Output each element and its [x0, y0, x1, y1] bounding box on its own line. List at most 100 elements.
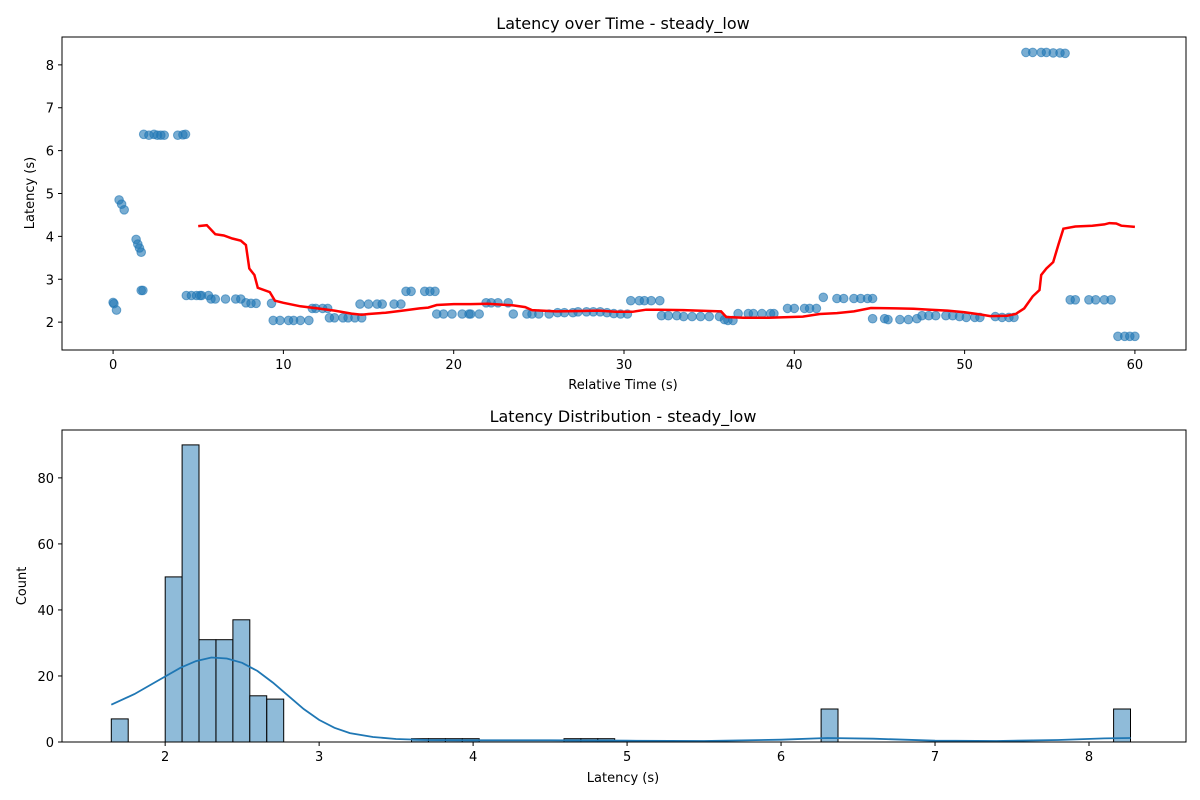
scatter-point [210, 294, 221, 304]
scatter-point [704, 311, 715, 322]
histogram-bar [1113, 708, 1131, 743]
x-tick-label: 2 [161, 750, 169, 765]
scatter-x-ticks: 0 10 20 30 40 50 60 [109, 350, 1143, 373]
scatter-point [903, 314, 914, 325]
scatter-point [1106, 295, 1116, 305]
y-tick-label: 6 [46, 145, 54, 160]
histogram-y-label: Count [15, 567, 30, 606]
scatter-x-label: Relative Time (s) [568, 378, 677, 393]
histogram-subplot: Latency Distribution - steady_low 2 3 4 5 6 7… [15, 407, 1187, 786]
y-tick-label: 40 [37, 604, 54, 619]
scatter-point [396, 299, 406, 309]
histogram-bar [181, 444, 200, 743]
scatter-point [377, 299, 388, 309]
histogram-bar [198, 639, 217, 743]
x-tick-label: 6 [777, 750, 785, 765]
y-tick-label: 8 [46, 59, 54, 74]
scatter-point [818, 292, 829, 303]
scatter-point [251, 298, 261, 309]
scatter-point [961, 312, 972, 323]
y-tick-label: 2 [46, 316, 54, 331]
x-tick-label: 40 [786, 358, 803, 373]
scatter-point [447, 309, 457, 319]
scatter-point [838, 293, 849, 304]
y-tick-label: 7 [46, 102, 54, 117]
histogram-bar [215, 639, 234, 743]
scatter-point [266, 298, 277, 309]
rolling-mean-line [198, 221, 1136, 320]
x-tick-label: 20 [445, 358, 462, 373]
histogram-x-label: Latency (s) [587, 771, 659, 786]
scatter-point [867, 313, 878, 324]
histogram-bar [110, 718, 129, 743]
x-tick-label: 10 [275, 358, 292, 373]
scatter-point [406, 286, 416, 297]
scatter-point [355, 299, 365, 309]
scatter-y-label: Latency (s) [23, 157, 38, 229]
x-tick-label: 30 [616, 358, 633, 373]
x-tick-label: 3 [315, 750, 323, 765]
scatter-point [465, 309, 476, 319]
histogram-x-ticks: 2 3 4 5 6 7 8 [161, 742, 1093, 765]
scatter-point [363, 299, 374, 309]
scatter-point [789, 303, 800, 314]
scatter-point [883, 314, 893, 325]
scatter-point [646, 295, 657, 306]
x-tick-label: 0 [109, 358, 117, 373]
y-tick-label: 5 [46, 188, 54, 203]
scatter-point [1060, 48, 1070, 59]
x-tick-label: 5 [623, 750, 631, 765]
y-tick-label: 3 [46, 273, 54, 288]
scatter-points [108, 47, 1140, 342]
x-tick-label: 4 [469, 750, 477, 765]
scatter-point [626, 295, 636, 306]
scatter-point [329, 313, 340, 323]
scatter-point [895, 314, 905, 325]
scatter-point [474, 309, 485, 319]
scatter-y-ticks: 2 3 4 5 6 7 8 [46, 59, 62, 331]
scatter-point [295, 315, 306, 326]
scatter-point [1027, 47, 1038, 58]
histogram-bar [232, 619, 251, 743]
scatter-point [159, 130, 169, 140]
scatter-point [559, 307, 570, 318]
scatter-point [119, 205, 129, 215]
histogram-bar [266, 698, 285, 743]
histogram-title: Latency Distribution - steady_low [490, 407, 757, 427]
scatter-point [136, 247, 146, 257]
scatter-point [695, 311, 706, 322]
scatter-point [1130, 331, 1140, 342]
scatter-point [180, 129, 191, 140]
x-tick-label: 8 [1085, 750, 1093, 765]
y-tick-label: 60 [37, 538, 54, 553]
scatter-point [1090, 295, 1101, 305]
scatter-point [111, 305, 122, 315]
x-tick-label: 50 [956, 358, 973, 373]
scatter-point [930, 310, 941, 321]
scatter-point [811, 303, 822, 314]
y-tick-label: 4 [46, 230, 54, 245]
histogram-bar [249, 695, 268, 743]
scatter-point [663, 310, 674, 321]
scatter-point [275, 315, 285, 326]
scatter-point [304, 315, 314, 326]
scatter-point [438, 309, 449, 319]
scatter-point [655, 295, 665, 306]
histogram-bar [164, 576, 183, 743]
histogram-y-ticks: 0 20 40 60 80 [37, 472, 62, 751]
y-tick-label: 20 [37, 670, 54, 685]
scatter-point [687, 311, 697, 322]
y-tick-label: 80 [37, 472, 54, 487]
scatter-point [867, 293, 878, 304]
y-tick-label: 0 [46, 736, 54, 751]
x-tick-label: 60 [1127, 358, 1144, 373]
scatter-title: Latency over Time - steady_low [496, 14, 749, 34]
scatter-point [678, 311, 689, 322]
scatter-subplot: Latency over Time - steady_low 0 10 20 30 40… [23, 14, 1187, 393]
x-tick-label: 7 [931, 750, 939, 765]
histogram-plot-frame [61, 429, 1187, 743]
scatter-point [430, 286, 440, 297]
histogram-bar [820, 708, 839, 743]
scatter-point [138, 285, 148, 296]
